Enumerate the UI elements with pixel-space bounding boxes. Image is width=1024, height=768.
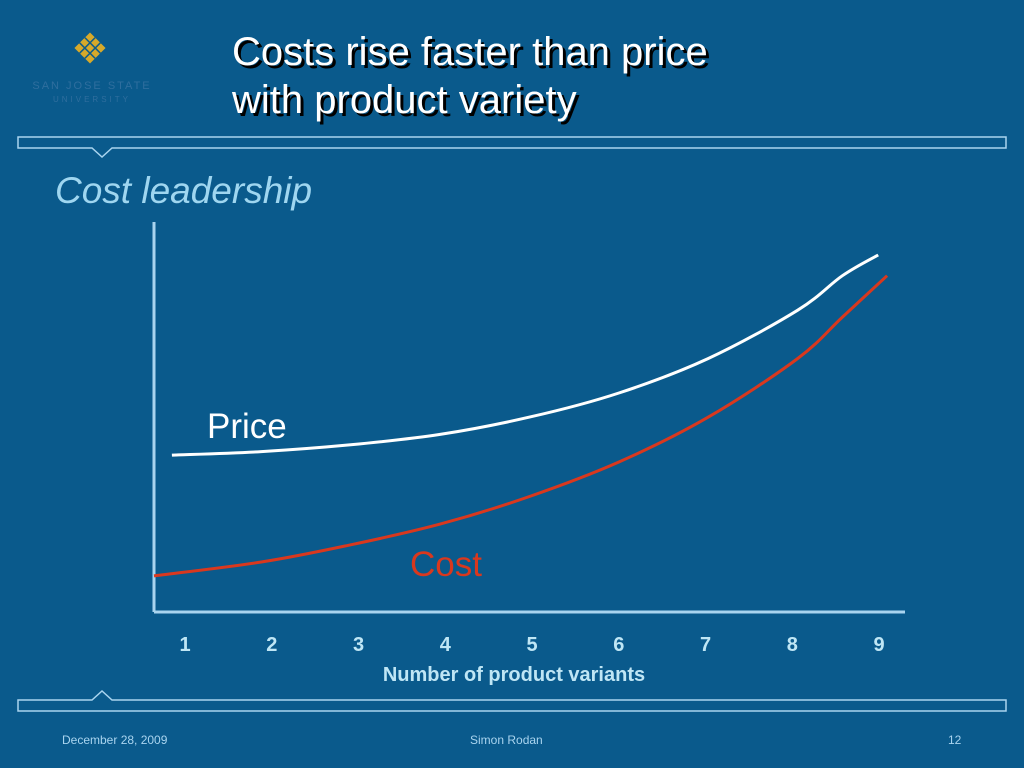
x-tick-label: 9	[873, 634, 884, 656]
footer-divider	[17, 689, 1007, 712]
series-label-cost: Cost	[410, 545, 482, 584]
logo-text-line1: SAN JOSE STATE	[32, 80, 152, 92]
x-tick-label: 7	[700, 634, 711, 656]
x-tick-label: 1	[179, 634, 190, 656]
x-tick-label: 3	[353, 634, 364, 656]
x-tick-label: 5	[526, 634, 537, 656]
x-tick-label: 2	[266, 634, 277, 656]
x-axis-label: Number of product variants	[383, 664, 645, 686]
slide-title: Costs rise faster than price with produc…	[232, 28, 708, 124]
footer-page-number: 12	[948, 733, 962, 747]
x-tick-label: 6	[613, 634, 624, 656]
title-divider	[17, 136, 1007, 159]
slide-subtitle: Cost leadership	[55, 170, 313, 211]
logo-diamond-icon	[74, 32, 106, 64]
logo-text-line2: UNIVERSITY	[52, 95, 131, 104]
series-line-price	[171, 253, 879, 457]
footer-date: December 28, 2009	[62, 733, 168, 747]
slide-title-line1: Costs rise faster than price	[232, 30, 708, 74]
series-label-price: Price	[207, 407, 287, 446]
x-tick-label: 4	[440, 634, 452, 656]
series-line-cost	[153, 274, 889, 578]
slide-title-line2: with product variety	[232, 78, 577, 122]
x-tick-label: 8	[787, 634, 798, 656]
footer-author: Simon Rodan	[470, 733, 543, 747]
